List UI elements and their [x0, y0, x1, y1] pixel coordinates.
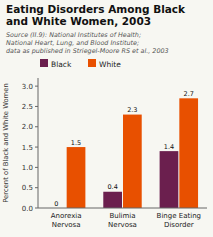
y-axis-label: Percent of Black and White Women: [2, 83, 10, 202]
x-axis-line: [38, 208, 207, 209]
x-tick-label: Binge EatingDisorder: [157, 212, 201, 229]
data-label: 2.3: [127, 106, 137, 114]
y-tick-label: 0.0: [22, 205, 33, 213]
y-tick-label: 2.5: [22, 103, 33, 111]
data-label: 0: [54, 200, 58, 208]
legend-item: Black: [40, 59, 72, 69]
data-labels: 0 1.5 0.4 2.3 1.4 2.7: [54, 90, 194, 208]
data-label: 1.4: [164, 143, 174, 151]
y-tick-label: 1.5: [22, 144, 33, 152]
data-label: 2.7: [184, 90, 194, 98]
legend-swatch: [40, 59, 48, 67]
y-tick-label: 0.5: [22, 184, 33, 192]
background: [0, 0, 213, 237]
y-axis-line: [38, 78, 39, 208]
bar: [123, 115, 142, 208]
bar: [103, 192, 122, 208]
bar: [160, 151, 179, 208]
bars: [67, 98, 198, 208]
title: Eating Disorders Among Blackand White Wo…: [6, 3, 186, 27]
legend-swatch: [88, 59, 96, 67]
data-label: 0.4: [107, 183, 117, 191]
legend-label: Black: [51, 60, 72, 69]
data-label: 1.5: [71, 139, 81, 147]
bar: [179, 98, 198, 208]
x-tick-label: AnorexiaNervosa: [51, 212, 82, 229]
y-tick-label: 1.0: [22, 164, 33, 172]
x-tick-label: BulimiaNervosa: [108, 212, 137, 229]
legend-item: White: [88, 59, 121, 69]
bar: [67, 147, 86, 208]
y-tick-label: 2.0: [22, 123, 33, 131]
legend-label: White: [99, 60, 121, 69]
subtitle: Source (II.9): National Institutes of He…: [6, 31, 169, 55]
y-tick-label: 3.0: [22, 83, 33, 91]
